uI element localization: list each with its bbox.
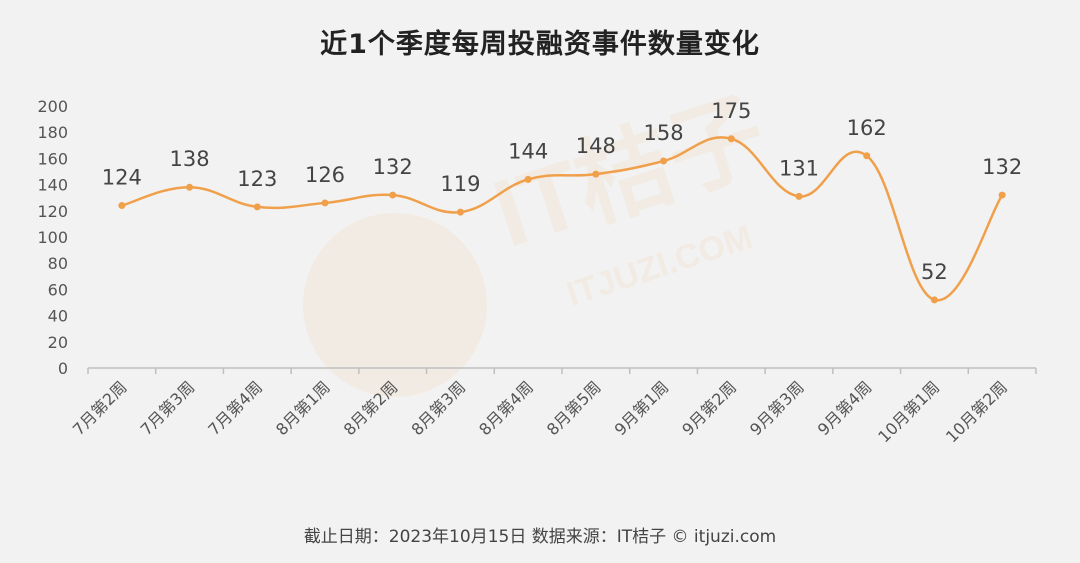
x-tick-label: 8月第5周: [543, 377, 605, 439]
series-line: [121, 136, 1004, 302]
y-axis: 0 20 40 60 80 100 120 140 160 180 200: [37, 97, 68, 378]
x-tick-label: 10月第2周: [942, 377, 1011, 446]
y-tick-label: 40: [48, 307, 68, 326]
data-label: 131: [779, 156, 819, 180]
data-label: 124: [102, 166, 142, 190]
x-tick-label: 10月第1周: [874, 377, 943, 446]
y-tick-label: 140: [37, 176, 68, 195]
y-tick-label: 0: [58, 359, 68, 378]
y-tick-label: 60: [48, 280, 68, 299]
data-label: 138: [170, 147, 210, 171]
data-point: [660, 157, 668, 165]
data-points: [118, 135, 1006, 304]
x-tick-label: 9月第1周: [611, 377, 673, 439]
x-tick-label: 8月第4周: [475, 377, 537, 439]
data-label: 126: [305, 163, 345, 187]
x-tick-label: 7月第2周: [69, 377, 131, 439]
data-point: [456, 208, 464, 216]
data-point: [727, 135, 735, 143]
x-tick-label: 7月第3周: [137, 377, 199, 439]
data-point: [389, 191, 397, 199]
data-label: 148: [576, 134, 616, 158]
data-point: [118, 202, 126, 210]
chart-title: 近1个季度每周投融资事件数量变化: [320, 29, 760, 60]
x-tick-label: 8月第1周: [272, 377, 334, 439]
y-tick-label: 180: [37, 123, 68, 142]
data-label: 123: [237, 167, 277, 191]
y-tick-label: 80: [48, 254, 68, 273]
data-label: 119: [440, 172, 480, 196]
data-label: 144: [508, 139, 548, 163]
source-footer: 截止日期：2023年10月15日 数据来源：IT桔子 © itjuzi.com: [303, 527, 777, 547]
data-label: 175: [711, 99, 751, 123]
y-tick-label: 160: [37, 149, 68, 168]
data-point: [998, 191, 1006, 199]
itjuzi-watermark-logo: IT桔子 ITJUZI.COM: [303, 80, 778, 397]
y-tick-label: 100: [37, 228, 68, 247]
data-label: 132: [373, 155, 413, 179]
y-tick-label: 120: [37, 202, 68, 221]
data-point: [321, 199, 329, 207]
data-point: [863, 152, 871, 160]
data-label: 132: [982, 155, 1022, 179]
x-tick-label: 9月第4周: [814, 377, 876, 439]
x-axis: 7月第2周 7月第3周 7月第4周 8月第1周 8月第2周 8月第3周 8月第4周 8月第5周…: [69, 368, 1037, 446]
x-tick-label: 9月第2周: [678, 377, 740, 439]
x-tick-label: 7月第4周: [204, 377, 266, 439]
y-tick-label: 200: [37, 97, 68, 116]
data-point: [186, 183, 194, 191]
data-point: [592, 170, 600, 178]
data-labels: 124 138 123 126 132 119 144 148 158 175 131 162 52 13…: [102, 99, 1022, 284]
data-point: [524, 175, 532, 183]
data-point: [795, 192, 803, 200]
data-point: [253, 203, 261, 211]
data-label: 52: [921, 260, 948, 284]
data-label: 162: [847, 116, 887, 140]
y-tick-label: 20: [48, 333, 68, 352]
data-point: [930, 296, 938, 304]
data-label: 158: [644, 121, 684, 145]
x-tick-label: 9月第3周: [746, 377, 808, 439]
